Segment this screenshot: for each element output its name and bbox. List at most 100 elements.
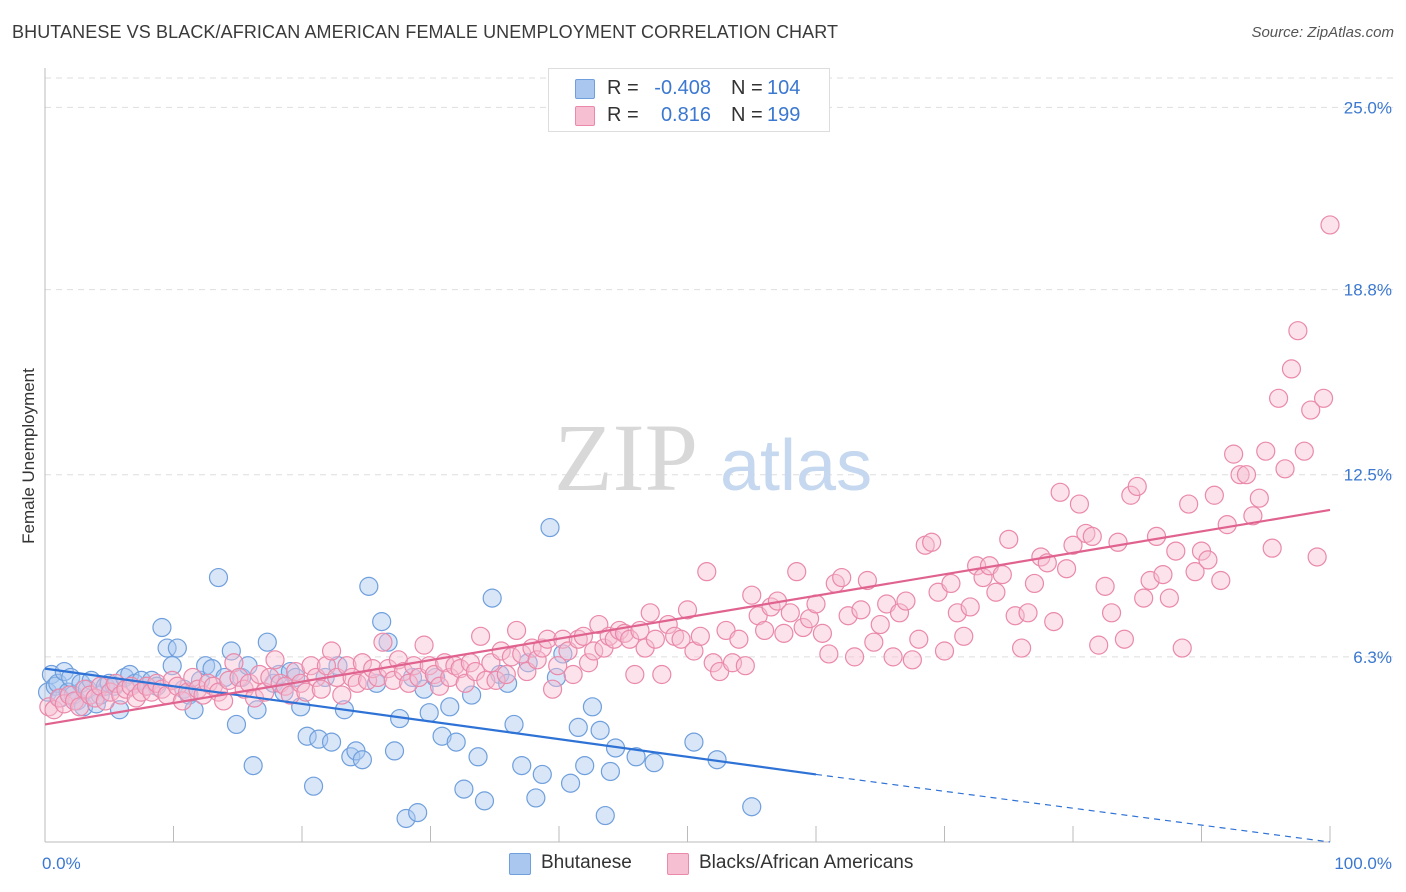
bhutanese-point — [257, 632, 277, 652]
bhutanese-point — [152, 617, 172, 638]
source-label: Source: ZipAtlas.com — [1251, 24, 1394, 41]
y-tick-label: 12.5% — [1344, 466, 1392, 485]
black-african-american-point — [986, 582, 1006, 602]
trend-line — [44, 508, 1331, 726]
black-african-american-point — [645, 629, 665, 649]
bhutanese-point — [462, 685, 482, 705]
black-african-american-point — [1313, 388, 1334, 408]
black-african-american-point — [832, 567, 852, 588]
black-african-american-point — [1024, 573, 1045, 594]
black-african-american-points — [39, 215, 1340, 720]
black-african-american-point — [414, 635, 434, 655]
y-tick-label: 6.3% — [1353, 648, 1392, 667]
black-african-american-point — [265, 650, 285, 670]
black-african-american-point — [812, 623, 833, 643]
bhutanese-point — [595, 805, 615, 826]
black-african-american-point — [640, 603, 660, 623]
black-african-american-point — [1249, 488, 1269, 508]
black-african-american-point — [1153, 564, 1173, 585]
bhutanese-point — [600, 761, 621, 782]
black-african-american-point — [1204, 485, 1224, 505]
watermark: ZIP atlas — [554, 404, 872, 511]
watermark-zip: ZIP — [554, 404, 698, 511]
black-african-american-point — [1294, 441, 1314, 461]
black-african-american-point — [883, 647, 903, 667]
black-african-american-point — [1268, 388, 1289, 408]
black-african-american-point — [1159, 588, 1179, 608]
black-african-american-point — [742, 585, 762, 605]
bhutanese-point — [440, 697, 460, 717]
bhutanese-point — [321, 732, 342, 752]
bhutanese-point — [384, 741, 405, 761]
black-african-american-point — [476, 670, 496, 690]
black-african-american-point — [677, 600, 698, 620]
black-african-american-point — [1262, 538, 1282, 558]
black-african-american-point — [1288, 321, 1308, 341]
bhutanese-point — [582, 697, 603, 717]
black-african-american-point — [506, 620, 527, 641]
black-african-american-point — [1114, 629, 1135, 649]
bhutanese-point — [247, 700, 267, 720]
y-tick-labels: 6.3% 12.5% 18.8% 25.0% — [1344, 98, 1392, 666]
black-african-american-point — [1179, 494, 1199, 514]
black-african-american-point — [992, 564, 1012, 585]
black-african-american-point — [1082, 526, 1102, 547]
legend-row-blacks: R = 0.816 N = 199 — [549, 102, 829, 128]
bhutanese-point — [474, 791, 495, 811]
trend-lines — [44, 508, 1331, 843]
watermark-atlas: atlas — [720, 426, 872, 506]
black-african-american-point — [1044, 612, 1064, 632]
bhutanese-point — [162, 656, 182, 676]
black-african-american-point — [1127, 476, 1147, 497]
r-value: -0.408 — [654, 77, 711, 99]
bhutanese-point — [684, 732, 704, 752]
black-african-american-point — [780, 603, 800, 623]
black-african-american-point — [1281, 359, 1302, 379]
chart-title: BHUTANESE VS BLACK/AFRICAN AMERICAN FEMA… — [12, 22, 839, 42]
bhutanese-point — [568, 717, 588, 738]
black-african-american-point — [578, 653, 599, 673]
bhutanese-point — [378, 632, 398, 652]
black-african-american-point — [934, 641, 955, 661]
n-value: 104 — [767, 77, 801, 99]
trend-line — [44, 667, 817, 776]
bhutanese-point — [644, 753, 664, 773]
black-african-american-point — [1018, 603, 1038, 623]
bhutanese-point — [221, 641, 241, 661]
black-african-american-point — [224, 653, 244, 673]
black-african-american-point — [754, 620, 775, 641]
r-label: R = — [607, 104, 639, 126]
black-african-american-point — [625, 664, 645, 685]
bhutanese-point — [575, 755, 595, 776]
black-african-american-point — [1101, 603, 1122, 623]
blacks-swatch — [575, 106, 595, 126]
black-african-american-point — [1236, 465, 1257, 485]
bhutanese-swatch — [509, 853, 531, 875]
black-african-american-point — [1198, 550, 1218, 570]
black-african-american-point — [1095, 576, 1115, 596]
black-african-american-point — [870, 614, 890, 635]
bhutanese-point — [626, 747, 646, 767]
black-african-american-point — [941, 573, 961, 594]
trend-line-extension — [815, 773, 1331, 843]
bhutanese-swatch — [575, 79, 595, 99]
bhutanese-point — [590, 720, 610, 740]
black-african-american-point — [1011, 638, 1032, 658]
black-african-american-point — [311, 679, 331, 699]
black-african-american-point — [1211, 570, 1231, 591]
bhutanese-point — [504, 714, 524, 735]
black-african-american-point — [735, 656, 755, 676]
black-african-american-point — [960, 597, 980, 617]
black-african-american-point — [542, 679, 563, 699]
n-label: N = — [731, 104, 763, 126]
black-african-american-point — [909, 629, 929, 649]
black-african-american-point — [889, 603, 910, 623]
legend-label: Blacks/African Americans — [699, 852, 914, 873]
black-african-american-point — [301, 656, 321, 676]
bhutanese-point — [167, 638, 187, 658]
black-african-american-point — [1243, 506, 1263, 526]
black-african-american-point — [857, 570, 878, 591]
black-african-american-point — [1172, 638, 1192, 658]
bhutanese-point — [208, 567, 229, 588]
